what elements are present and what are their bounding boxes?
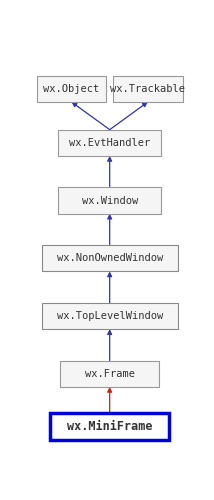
FancyBboxPatch shape	[50, 412, 169, 440]
FancyBboxPatch shape	[58, 130, 161, 156]
FancyBboxPatch shape	[37, 76, 106, 102]
Text: wx.NonOwnedWindow: wx.NonOwnedWindow	[56, 254, 163, 264]
FancyBboxPatch shape	[42, 303, 178, 329]
FancyBboxPatch shape	[113, 76, 183, 102]
FancyBboxPatch shape	[60, 360, 159, 387]
Text: wx.Frame: wx.Frame	[85, 369, 135, 379]
FancyBboxPatch shape	[42, 245, 178, 272]
Text: wx.Object: wx.Object	[43, 84, 100, 94]
Text: wx.MiniFrame: wx.MiniFrame	[67, 420, 152, 433]
Text: wx.Window: wx.Window	[82, 196, 138, 205]
Text: wx.TopLevelWindow: wx.TopLevelWindow	[56, 311, 163, 321]
FancyBboxPatch shape	[58, 188, 161, 214]
Text: wx.Trackable: wx.Trackable	[110, 84, 185, 94]
Text: wx.EvtHandler: wx.EvtHandler	[69, 138, 150, 148]
